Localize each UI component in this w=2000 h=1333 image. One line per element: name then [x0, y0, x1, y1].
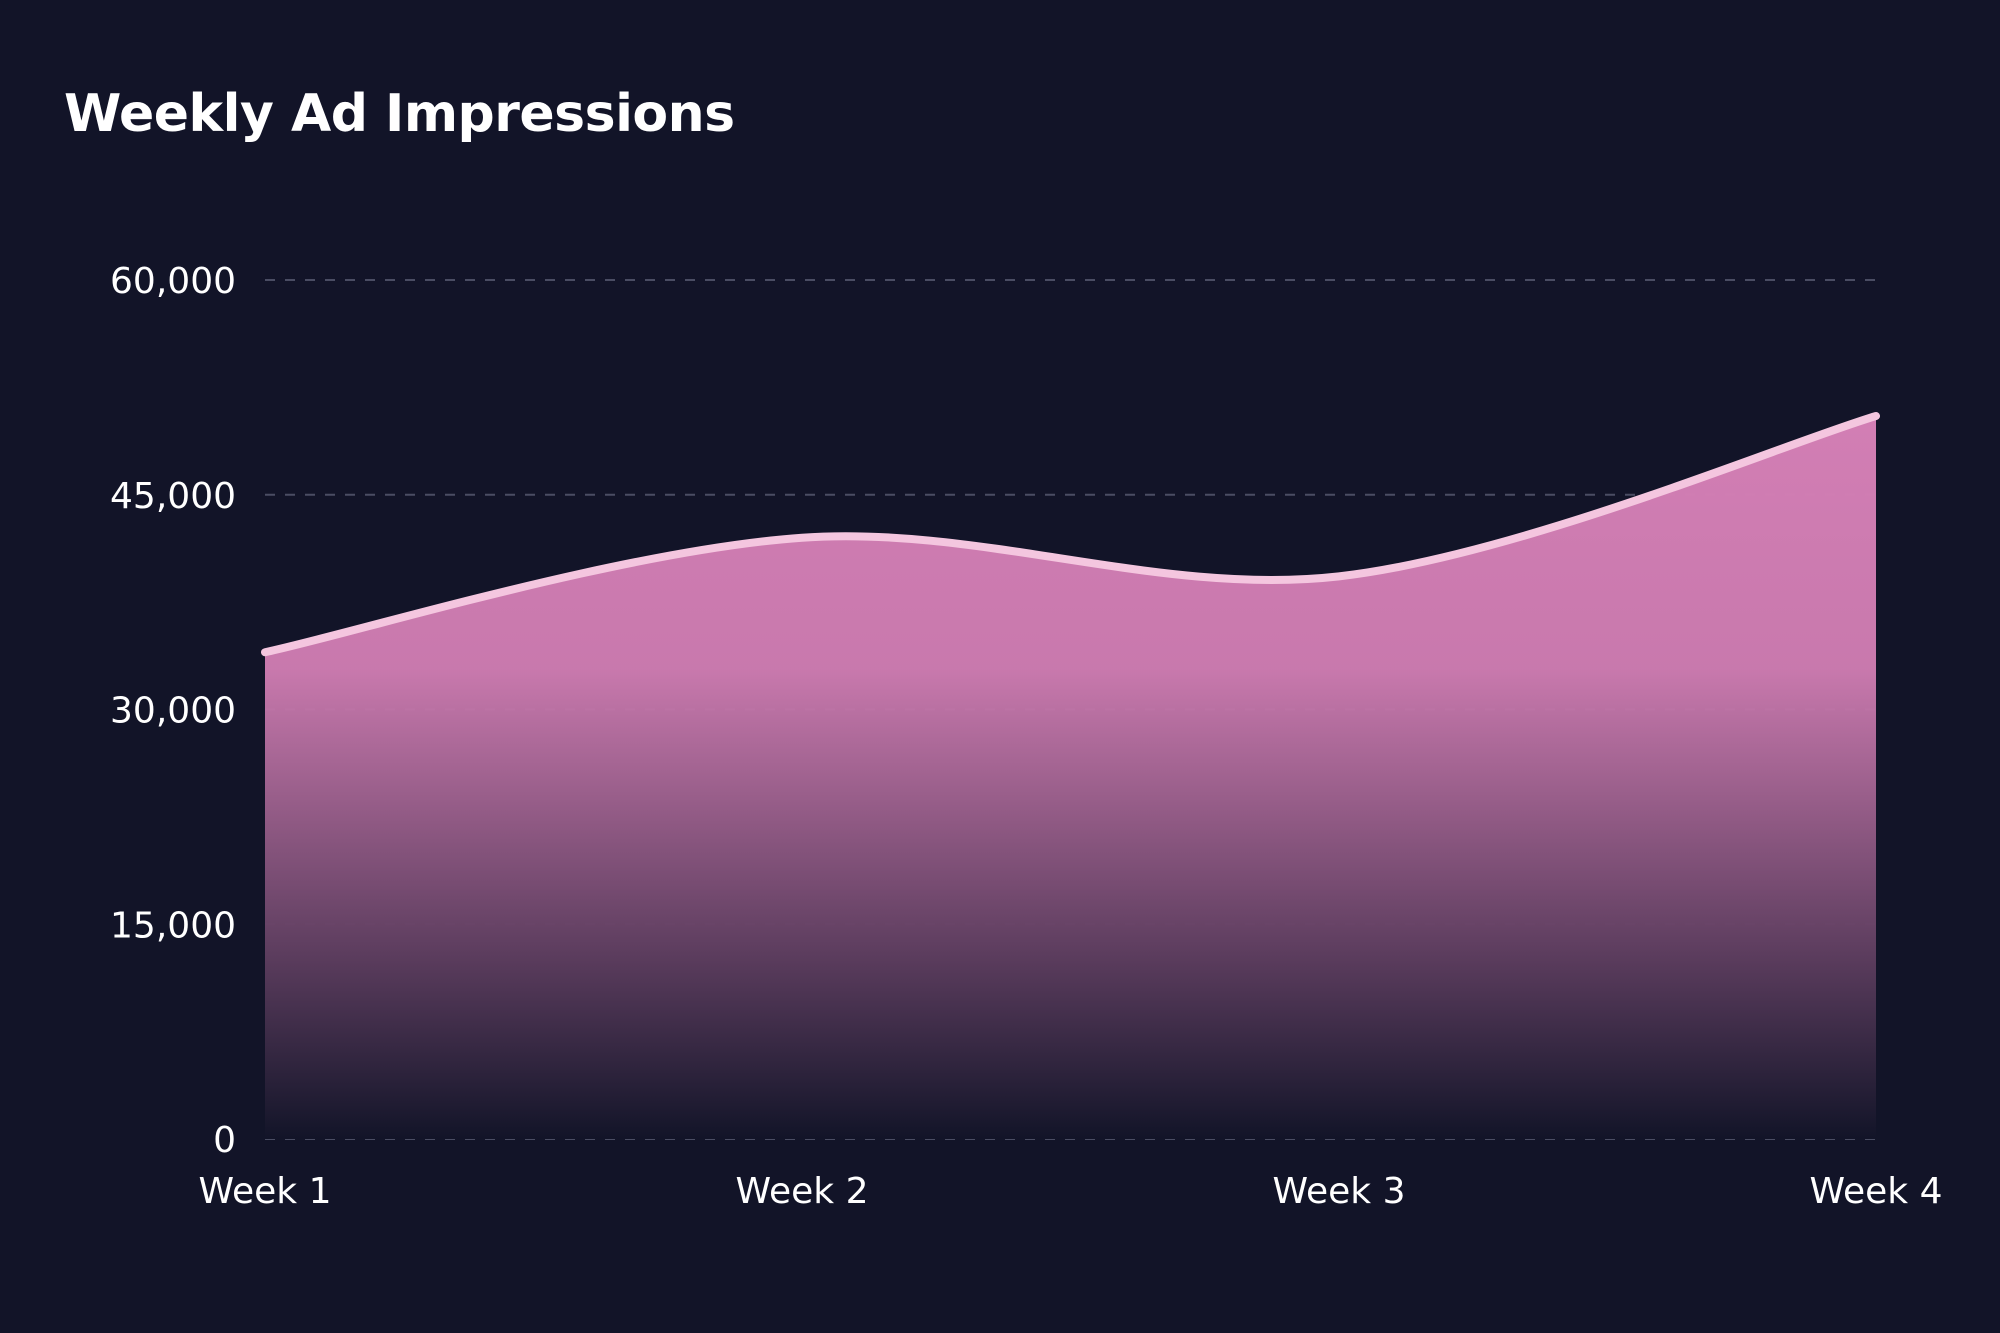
x-tick-label: Week 1	[199, 1171, 332, 1212]
chart-title: Weekly Ad Impressions	[64, 84, 735, 144]
area-layer	[261, 412, 1880, 1140]
y-tick-label: 60,000	[110, 261, 236, 302]
area-fill-series-1	[265, 416, 1876, 1140]
y-tick-label: 30,000	[110, 691, 236, 732]
area-line-series-1	[261, 412, 1880, 657]
y-axis: 0 15,000 30,000 45,000 60,000	[110, 261, 236, 1161]
y-tick-label: 0	[213, 1120, 236, 1161]
x-tick-label: Week 4	[1810, 1171, 1943, 1212]
y-tick-label: 15,000	[110, 905, 236, 946]
x-tick-label: Week 2	[736, 1171, 869, 1212]
x-tick-label: Week 3	[1273, 1171, 1406, 1212]
y-tick-label: 45,000	[110, 476, 236, 517]
x-axis: Week 1 Week 2 Week 3 Week 4	[199, 1171, 1943, 1212]
